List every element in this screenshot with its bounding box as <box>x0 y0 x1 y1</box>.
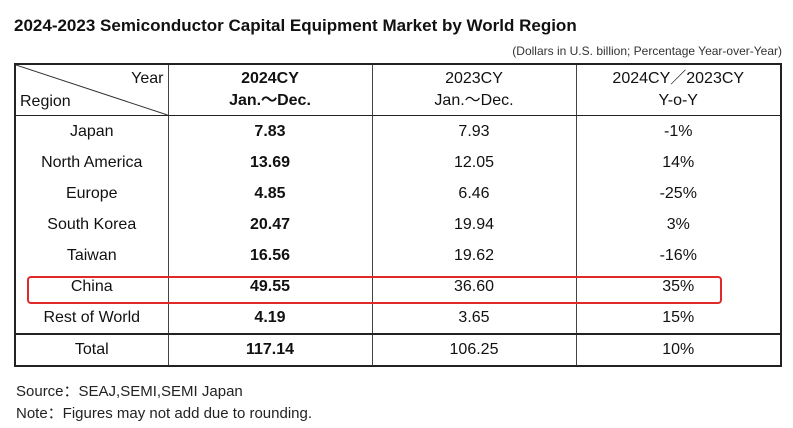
yoy-cell: 15% <box>575 302 782 334</box>
table-row: Rest of World 4.19 3.65 15% <box>14 302 782 334</box>
header-yoy-line1: 2024CY／2023CY <box>612 70 745 87</box>
yoy-cell: 14% <box>575 147 782 178</box>
table-header-row: Year Region 2024CY Jan.～Dec. 2023CY Jan.… <box>14 64 782 116</box>
footnotes: Source：SEAJ,SEMI,SEMI Japan Note：Figures… <box>16 381 312 425</box>
value-2023-cell: 6.46 <box>371 178 577 209</box>
value-2024-cell: 49.55 <box>167 271 373 302</box>
value-2023-cell: 7.93 <box>371 115 577 147</box>
diagonal-divider <box>16 65 168 115</box>
region-label: Region <box>20 93 71 110</box>
market-table: Year Region 2024CY Jan.～Dec. 2023CY Jan.… <box>14 63 782 367</box>
header-2024-line2: Jan.～Dec. <box>229 92 311 109</box>
header-yoy: 2024CY／2023CY Y-o-Y <box>575 64 782 116</box>
table-row: South Korea 20.47 19.94 3% <box>14 209 782 240</box>
header-yoy-line2: Y-o-Y <box>658 92 698 109</box>
value-2024-cell: 4.19 <box>167 302 373 334</box>
header-2024-line1: 2024CY <box>241 70 299 87</box>
region-cell: China <box>14 271 169 302</box>
region-cell: South Korea <box>14 209 169 240</box>
table-row: North America 13.69 12.05 14% <box>14 147 782 178</box>
total-2024-cell: 117.14 <box>167 333 373 366</box>
table-row: Europe 4.85 6.46 -25% <box>14 178 782 209</box>
value-2024-cell: 13.69 <box>167 147 373 178</box>
year-label: Year <box>131 70 164 87</box>
source-note: Source：SEAJ,SEMI,SEMI Japan <box>16 383 243 400</box>
value-2024-cell: 4.85 <box>167 178 373 209</box>
header-2024: 2024CY Jan.～Dec. <box>167 64 373 116</box>
region-cell: Taiwan <box>14 240 169 271</box>
total-row: Total 117.14 106.25 10% <box>14 333 782 366</box>
value-2024-cell: 16.56 <box>167 240 373 271</box>
table-row-highlighted: China 49.55 36.60 35% <box>14 271 782 302</box>
value-2023-cell: 36.60 <box>371 271 577 302</box>
rounding-note: Note：Figures may not add due to rounding… <box>16 405 313 422</box>
value-2024-cell: 20.47 <box>167 209 373 240</box>
total-yoy-cell: 10% <box>575 333 782 366</box>
page-title: 2024-2023 Semiconductor Capital Equipmen… <box>14 16 577 35</box>
yoy-cell: -25% <box>575 178 782 209</box>
header-year-region-cell: Year Region <box>14 64 169 116</box>
region-cell: Japan <box>14 115 169 147</box>
yoy-cell: 3% <box>575 209 782 240</box>
units-subtitle: (Dollars in U.S. billion; Percentage Yea… <box>512 44 782 58</box>
table-row: Taiwan 16.56 19.62 -16% <box>14 240 782 271</box>
region-cell: North America <box>14 147 169 178</box>
header-2023-line1: 2023CY <box>445 70 503 87</box>
yoy-cell: 35% <box>575 271 782 302</box>
total-label-cell: Total <box>14 333 169 366</box>
yoy-cell: -16% <box>575 240 782 271</box>
header-2023-line2: Jan.～Dec. <box>434 92 514 109</box>
value-2023-cell: 12.05 <box>371 147 577 178</box>
value-2023-cell: 19.94 <box>371 209 577 240</box>
value-2023-cell: 3.65 <box>371 302 577 334</box>
table-row: Japan 7.83 7.93 -1% <box>14 115 782 147</box>
value-2023-cell: 19.62 <box>371 240 577 271</box>
region-cell: Europe <box>14 178 169 209</box>
header-2023: 2023CY Jan.～Dec. <box>371 64 577 116</box>
yoy-cell: -1% <box>575 115 782 147</box>
region-cell: Rest of World <box>14 302 169 334</box>
total-2023-cell: 106.25 <box>371 333 577 366</box>
value-2024-cell: 7.83 <box>167 115 373 147</box>
